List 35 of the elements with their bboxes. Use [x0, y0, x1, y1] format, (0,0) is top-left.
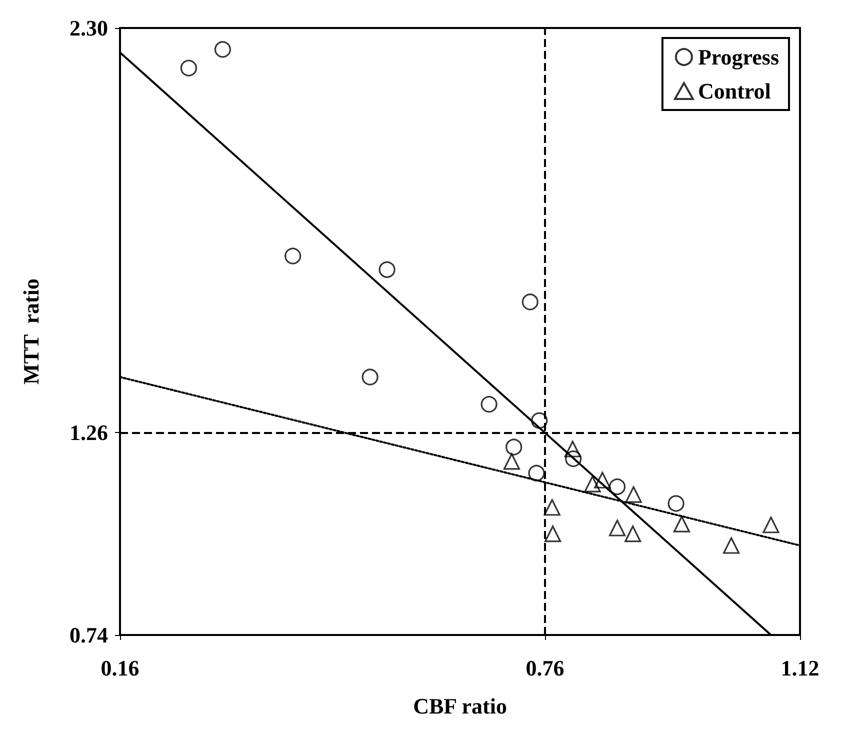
point	[594, 472, 611, 488]
point	[528, 464, 545, 482]
x-tick-label: 0.16	[100, 656, 140, 680]
point	[564, 440, 581, 458]
point	[362, 368, 378, 386]
point	[608, 478, 626, 496]
point	[180, 60, 198, 76]
legend-label: Control	[698, 78, 771, 104]
point	[762, 516, 780, 534]
point	[584, 476, 601, 492]
legend-label: Progress	[698, 44, 780, 70]
point	[544, 499, 560, 516]
point	[624, 526, 642, 542]
y-tick-label: 2.30	[70, 16, 108, 40]
x-tick-label: 1.12	[780, 656, 820, 680]
point	[284, 248, 302, 264]
point	[480, 396, 498, 413]
x-tick-label: 0.76	[526, 656, 564, 680]
point	[668, 495, 684, 512]
point	[214, 41, 232, 58]
point	[625, 486, 642, 503]
point	[565, 450, 582, 468]
point	[503, 453, 520, 470]
point	[378, 261, 396, 278]
y-tick-label: 0.74	[70, 622, 108, 648]
point	[722, 537, 740, 554]
y-axis-title: MTT ratio	[18, 278, 44, 384]
point	[522, 294, 538, 310]
point	[673, 516, 690, 532]
x-axis-title: CBF ratio	[413, 694, 507, 718]
point	[544, 526, 562, 542]
point	[608, 520, 626, 536]
point	[531, 412, 548, 429]
point	[506, 438, 522, 456]
y-tick-label: 1.26	[70, 420, 108, 446]
